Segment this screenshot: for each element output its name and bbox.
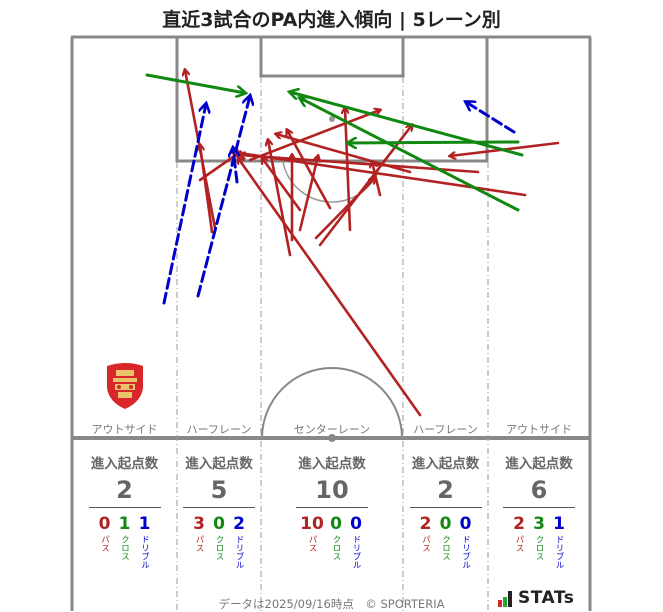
dribble-label: ドリブル [554, 535, 564, 569]
pass-label: パス [194, 535, 204, 552]
lane-stats-outside-right: 進入起点数 6 2 パス 3 クロス 1 ドリブル [488, 452, 590, 569]
stat-heading: 進入起点数 [505, 456, 573, 472]
dribble-count: 0 [350, 514, 362, 534]
stat-total: 2 [437, 476, 454, 504]
cross-label: クロス [534, 535, 544, 561]
stat-total: 5 [210, 476, 228, 504]
stats-logo: STATs [498, 589, 574, 607]
logo-bar-icon [508, 591, 512, 607]
stat-total: 2 [116, 476, 133, 504]
pass-count: 0 [98, 514, 111, 534]
stat-total: 10 [315, 476, 349, 504]
penalty-spot [329, 116, 335, 122]
pass-count: 2 [419, 514, 432, 534]
pass-label: パス [420, 535, 431, 552]
lane-stats-center: 進入起点数 10 10 パス 0 クロス 0 ドリブル [261, 452, 403, 569]
lane-label-halfspace-right: ハーフレーン [413, 423, 478, 436]
stat-heading: 進入起点数 [90, 456, 159, 472]
logo-bar-icon [503, 597, 507, 607]
dribble-count: 1 [553, 514, 565, 534]
lane-label-outside-left: アウトサイド [91, 423, 158, 436]
center-arc [261, 367, 403, 439]
pass-count: 10 [300, 514, 324, 534]
penalty-arc [282, 161, 382, 203]
stat-total: 6 [530, 476, 548, 504]
stat-heading: 進入起点数 [298, 456, 366, 472]
dribble-label: ドリブル [460, 535, 471, 569]
stat-heading: 進入起点数 [185, 456, 253, 472]
pass-label: パス [307, 535, 317, 552]
lane-stats-outside-left: 進入起点数 2 0 パス 1 クロス 1 ドリブル [72, 452, 177, 569]
cross-count: 0 [213, 514, 225, 534]
dribble-count: 0 [459, 514, 472, 534]
logo-text: STATs [518, 588, 575, 608]
lane-stats-halfspace-left: 進入起点数 5 3 パス 0 クロス 2 ドリブル [177, 452, 261, 569]
dribble-label: ドリブル [139, 535, 150, 569]
cross-label: クロス [331, 535, 341, 561]
cross-label: クロス [119, 535, 130, 561]
stat-heading: 進入起点数 [411, 456, 480, 472]
pass-count: 3 [193, 514, 205, 534]
team-badge-icon [107, 363, 143, 409]
dribble-label: ドリブル [234, 535, 244, 569]
center-spot [328, 434, 336, 442]
cross-count: 0 [439, 514, 452, 534]
pass-label: パス [514, 535, 524, 552]
cross-label: クロス [214, 535, 224, 561]
lane-label-outside-right: アウトサイド [506, 423, 572, 436]
dribble-count: 2 [233, 514, 245, 534]
lane-label-center: センターレーン [293, 423, 371, 436]
pass-label: パス [99, 535, 110, 552]
dribble-label: ドリブル [351, 535, 361, 569]
pass-arrows [185, 70, 560, 417]
cross-count: 1 [118, 514, 131, 534]
cross-arrows [145, 73, 524, 212]
chart-title: 直近3試合のPA内進入傾向 | 5レーン別 [162, 9, 501, 31]
lane-stats-halfspace-right: 進入起点数 2 2 パス 0 クロス 0 ドリブル [403, 452, 488, 569]
cross-count: 0 [330, 514, 342, 534]
logo-bar-icon [498, 600, 502, 607]
dribble-arrows [162, 96, 516, 305]
lane-label-halfspace-left: ハーフレーン [186, 423, 252, 436]
pass-count: 2 [513, 514, 525, 534]
footer-credit: データは2025/09/16時点 © SPORTERIA [218, 597, 445, 611]
cross-label: クロス [440, 535, 451, 561]
dribble-count: 1 [138, 514, 151, 534]
cross-count: 3 [533, 514, 545, 534]
